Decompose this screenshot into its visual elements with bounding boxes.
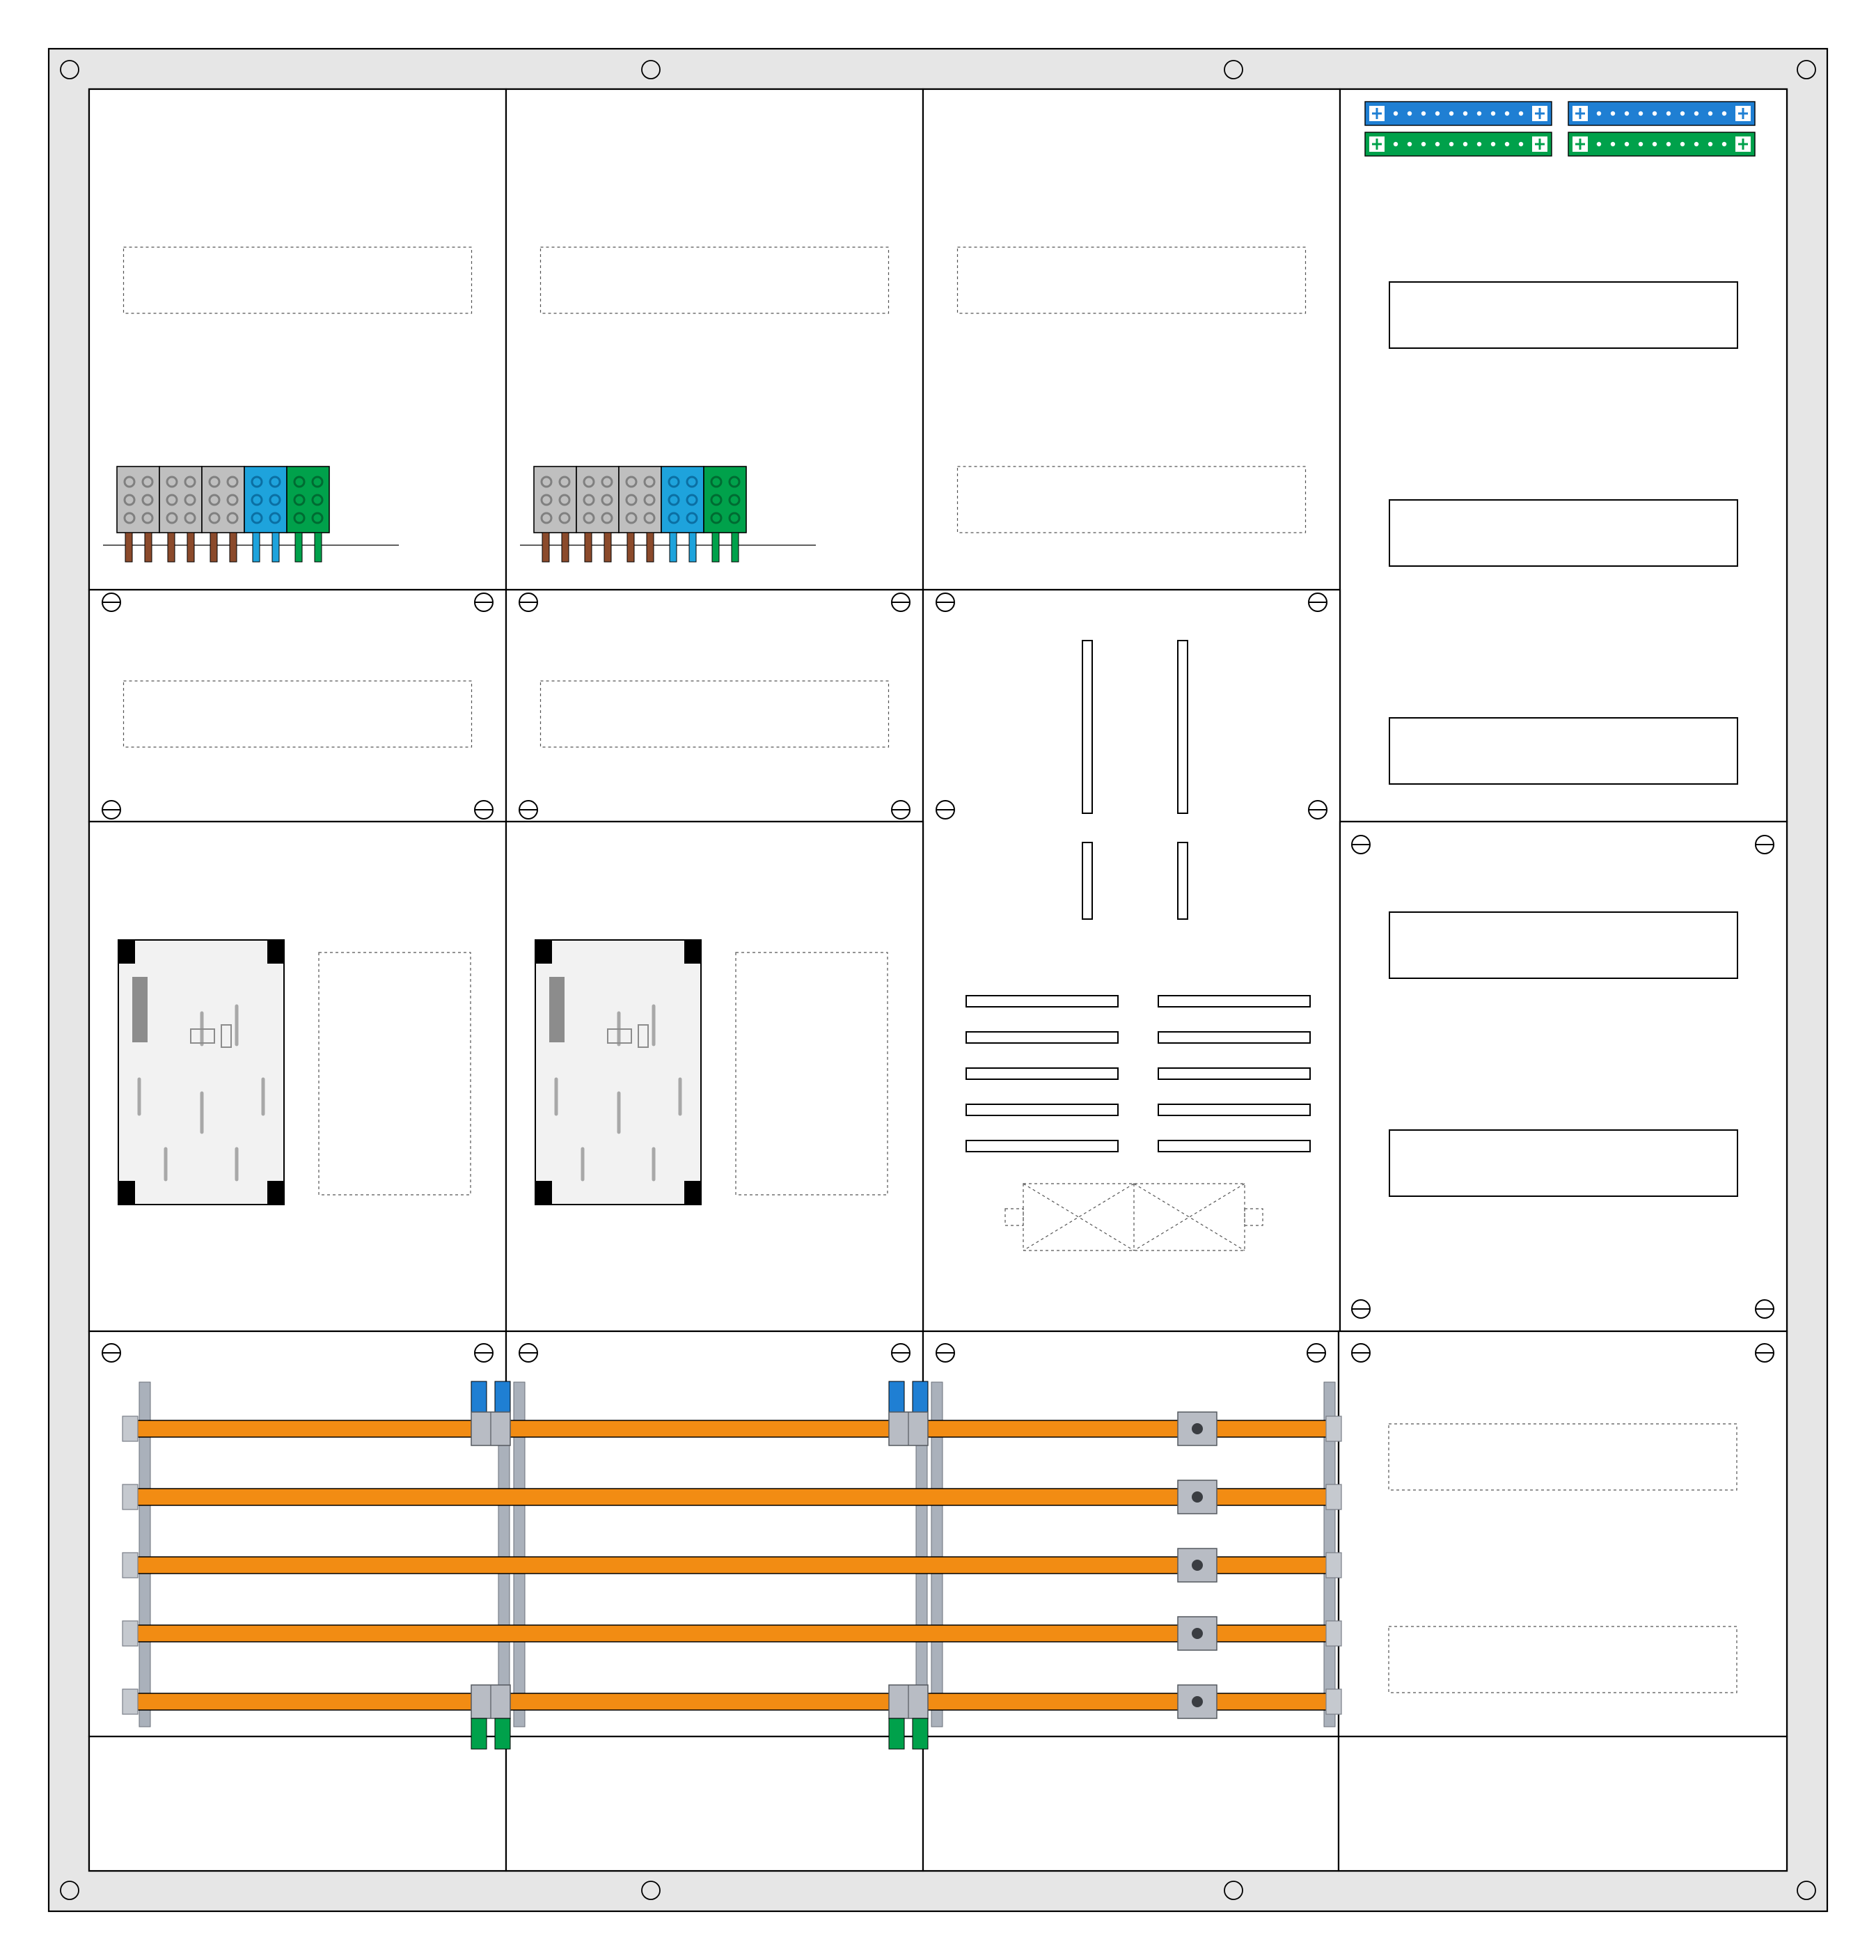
terminal-tail <box>712 533 719 562</box>
terminal-tail <box>627 533 634 562</box>
terminal-tail <box>315 533 322 562</box>
panel-bus-c3 <box>923 1331 1339 1736</box>
terminal-tail <box>230 533 237 562</box>
terminal-tail <box>187 533 194 562</box>
panel-right-mid <box>1340 822 1787 1331</box>
panel-bottom-c1 <box>89 1736 506 1871</box>
busbar <box>125 1557 1339 1574</box>
terminal-tail <box>689 533 696 562</box>
busbar <box>125 1489 1339 1505</box>
terminal-strip <box>1365 102 1552 125</box>
panel-bus-right <box>1339 1331 1787 1736</box>
terminal-strip <box>1568 132 1755 156</box>
terminal-tail <box>604 533 611 562</box>
terminal-tail <box>670 533 677 562</box>
terminal-tail <box>647 533 654 562</box>
electrical-enclosure-diagram <box>0 0 1876 1960</box>
terminal-tail <box>168 533 175 562</box>
panel-bottom-right <box>1339 1736 1787 1871</box>
terminal-tail <box>295 533 302 562</box>
terminal-tail <box>732 533 739 562</box>
terminal-tail <box>272 533 279 562</box>
panel-bus-c2 <box>506 1331 923 1736</box>
terminal-strip <box>1365 132 1552 156</box>
panel-right-top <box>1340 89 1787 822</box>
terminal-strip <box>1568 102 1755 125</box>
busbar <box>125 1625 1339 1642</box>
terminal-tail <box>253 533 260 562</box>
panel-r2-c2 <box>506 590 923 822</box>
terminal-tail <box>542 533 549 562</box>
panel-bus-c1 <box>89 1331 506 1736</box>
busbar <box>125 1693 1339 1710</box>
busbar <box>125 1420 1339 1437</box>
terminal-tail <box>125 533 132 562</box>
panel-r1-c3 <box>923 89 1340 590</box>
terminal-tail <box>210 533 217 562</box>
panel-bottom-c2 <box>506 1736 923 1871</box>
terminal-tail <box>562 533 569 562</box>
panel-bottom-c3 <box>923 1736 1339 1871</box>
terminal-tail <box>585 533 592 562</box>
panel-center-vent <box>923 590 1340 1331</box>
panel-r2-c1 <box>89 590 506 822</box>
terminal-tail <box>145 533 152 562</box>
